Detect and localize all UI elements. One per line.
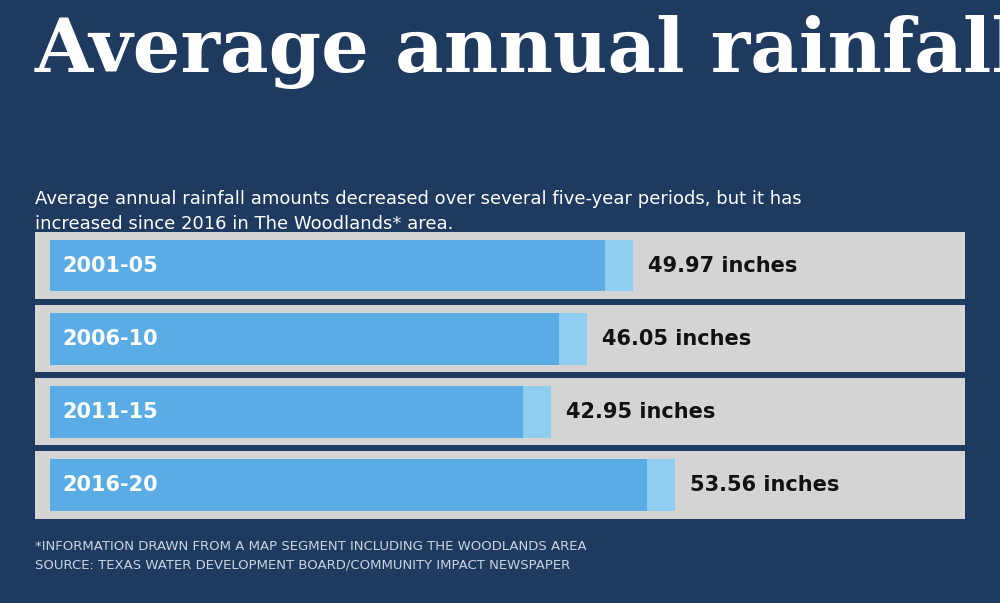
FancyBboxPatch shape — [35, 379, 965, 446]
FancyBboxPatch shape — [35, 452, 965, 519]
FancyBboxPatch shape — [35, 305, 965, 372]
FancyBboxPatch shape — [523, 387, 551, 438]
Text: 53.56 inches: 53.56 inches — [690, 475, 839, 495]
Text: Average annual rainfall amounts decreased over several five-year periods, but it: Average annual rainfall amounts decrease… — [35, 190, 802, 233]
Text: 2016-20: 2016-20 — [62, 475, 158, 495]
FancyBboxPatch shape — [559, 313, 587, 364]
FancyBboxPatch shape — [50, 240, 605, 291]
Text: 46.05 inches: 46.05 inches — [602, 329, 752, 349]
FancyBboxPatch shape — [50, 313, 559, 364]
FancyBboxPatch shape — [50, 459, 647, 511]
Text: 49.97 inches: 49.97 inches — [648, 256, 797, 276]
Text: 2006-10: 2006-10 — [62, 329, 158, 349]
FancyBboxPatch shape — [50, 387, 523, 438]
Text: 2011-15: 2011-15 — [62, 402, 158, 422]
FancyBboxPatch shape — [605, 240, 633, 291]
Text: Average annual rainfall: Average annual rainfall — [35, 15, 1000, 89]
Text: *INFORMATION DRAWN FROM A MAP SEGMENT INCLUDING THE WOODLANDS AREA
SOURCE: TEXAS: *INFORMATION DRAWN FROM A MAP SEGMENT IN… — [35, 540, 587, 572]
Text: 42.95 inches: 42.95 inches — [566, 402, 715, 422]
FancyBboxPatch shape — [647, 459, 675, 511]
FancyBboxPatch shape — [35, 232, 965, 299]
Text: 2001-05: 2001-05 — [62, 256, 158, 276]
